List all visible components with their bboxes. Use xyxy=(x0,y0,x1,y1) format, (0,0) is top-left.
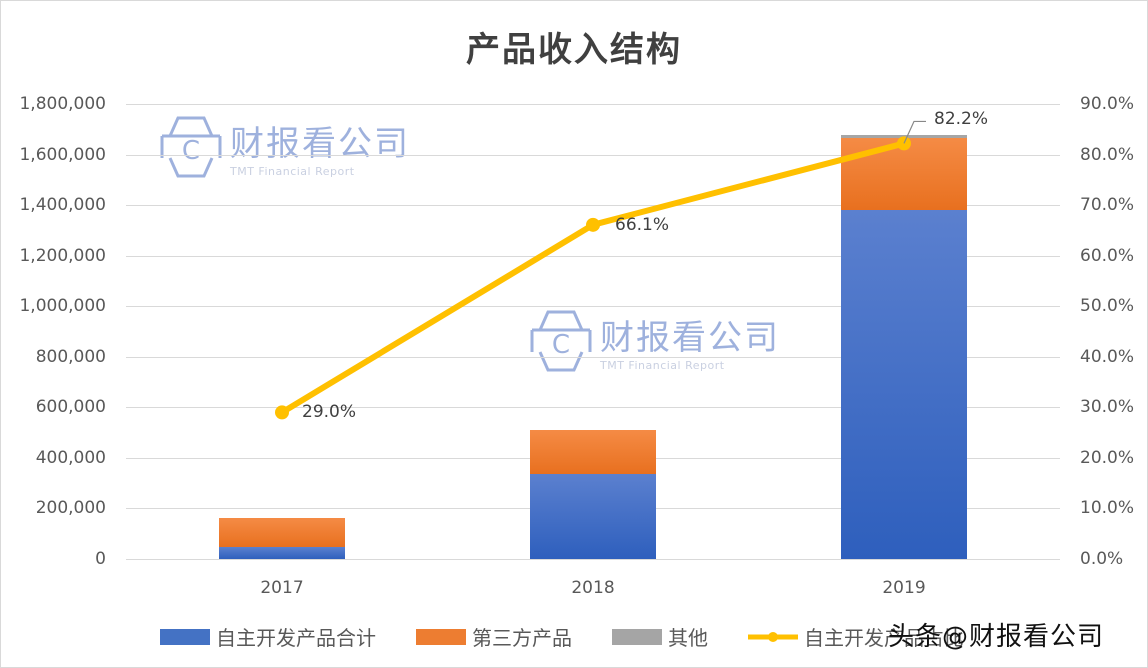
source-credit: 头条@财报看公司 xyxy=(888,622,1105,652)
svg-text:C: C xyxy=(182,136,200,166)
watermark-subtitle: TMT Financial Report xyxy=(600,359,725,372)
left-axis-tick: 1,800,000 xyxy=(19,94,106,114)
bar-segment[interactable] xyxy=(219,518,345,548)
left-axis-tick: 0 xyxy=(95,549,106,569)
x-axis-tick: 2019 xyxy=(882,578,926,598)
left-axis-tick: 600,000 xyxy=(35,397,106,418)
right-axis-tick: 20.0% xyxy=(1080,447,1135,468)
watermark-logo-icon: C xyxy=(160,116,222,178)
right-axis-tick: 0.0% xyxy=(1080,549,1124,569)
right-axis-tick: 40.0% xyxy=(1080,346,1135,367)
left-axis-tick: 1,200,000 xyxy=(19,245,106,266)
bar-segment[interactable] xyxy=(841,134,967,138)
legend-line-marker-icon xyxy=(748,631,798,642)
left-axis-tick: 800,000 xyxy=(35,346,106,367)
gridline xyxy=(126,104,1060,105)
left-axis-tick: 400,000 xyxy=(35,447,106,468)
right-axis-tick: 60.0% xyxy=(1080,245,1135,266)
right-axis-tick: 70.0% xyxy=(1080,195,1135,216)
legend-item-other[interactable]: 其他 xyxy=(612,622,708,651)
line-data-label: 82.2% xyxy=(934,109,989,130)
left-axis-tick: 1,400,000 xyxy=(19,195,106,216)
legend-item-third-party[interactable]: 第三方产品 xyxy=(416,622,572,651)
legend-item-self-developed-share[interactable]: 自主开发产品占比 xyxy=(748,622,964,651)
bar-segment[interactable] xyxy=(841,210,967,559)
left-axis-tick: 1,600,000 xyxy=(19,144,106,165)
watermark-text: 财报看公司 xyxy=(600,318,780,358)
legend-swatch-orange xyxy=(416,628,466,645)
x-axis-tick: 2017 xyxy=(260,578,304,598)
left-axis-tick: 200,000 xyxy=(35,498,106,519)
bar-segment[interactable] xyxy=(219,547,345,559)
chart-title: 产品收入结构 xyxy=(466,30,682,70)
svg-text:C: C xyxy=(552,330,570,360)
bar-segment[interactable] xyxy=(530,430,656,475)
right-axis-tick: 50.0% xyxy=(1080,296,1135,317)
legend: 自主开发产品合计 第三方产品 其他 自主开发产品占比 xyxy=(160,622,1004,651)
watermark-logo-icon: C xyxy=(530,310,592,372)
left-axis-tick: 1,000,000 xyxy=(19,296,106,317)
legend-item-self-developed[interactable]: 自主开发产品合计 xyxy=(160,622,376,651)
right-axis-tick: 10.0% xyxy=(1080,498,1135,519)
legend-swatch-gray xyxy=(612,628,662,645)
legend-label: 自主开发产品合计 xyxy=(216,626,376,650)
line-data-label: 66.1% xyxy=(615,214,670,235)
bar-segment[interactable] xyxy=(841,137,967,211)
legend-swatch-blue xyxy=(160,628,210,645)
legend-label: 自主开发产品占比 xyxy=(804,626,964,650)
right-axis-tick: 30.0% xyxy=(1080,397,1135,418)
line-data-label: 29.0% xyxy=(302,402,357,423)
bar-segment[interactable] xyxy=(530,474,656,559)
watermark-text: 财报看公司 xyxy=(230,124,410,164)
right-axis-tick: 90.0% xyxy=(1080,94,1135,114)
legend-label: 其他 xyxy=(668,626,708,650)
right-axis-tick: 80.0% xyxy=(1080,144,1135,165)
legend-label: 第三方产品 xyxy=(472,626,572,650)
gridline xyxy=(126,559,1060,560)
x-axis-tick: 2018 xyxy=(571,578,615,598)
watermark-subtitle: TMT Financial Report xyxy=(230,165,355,178)
